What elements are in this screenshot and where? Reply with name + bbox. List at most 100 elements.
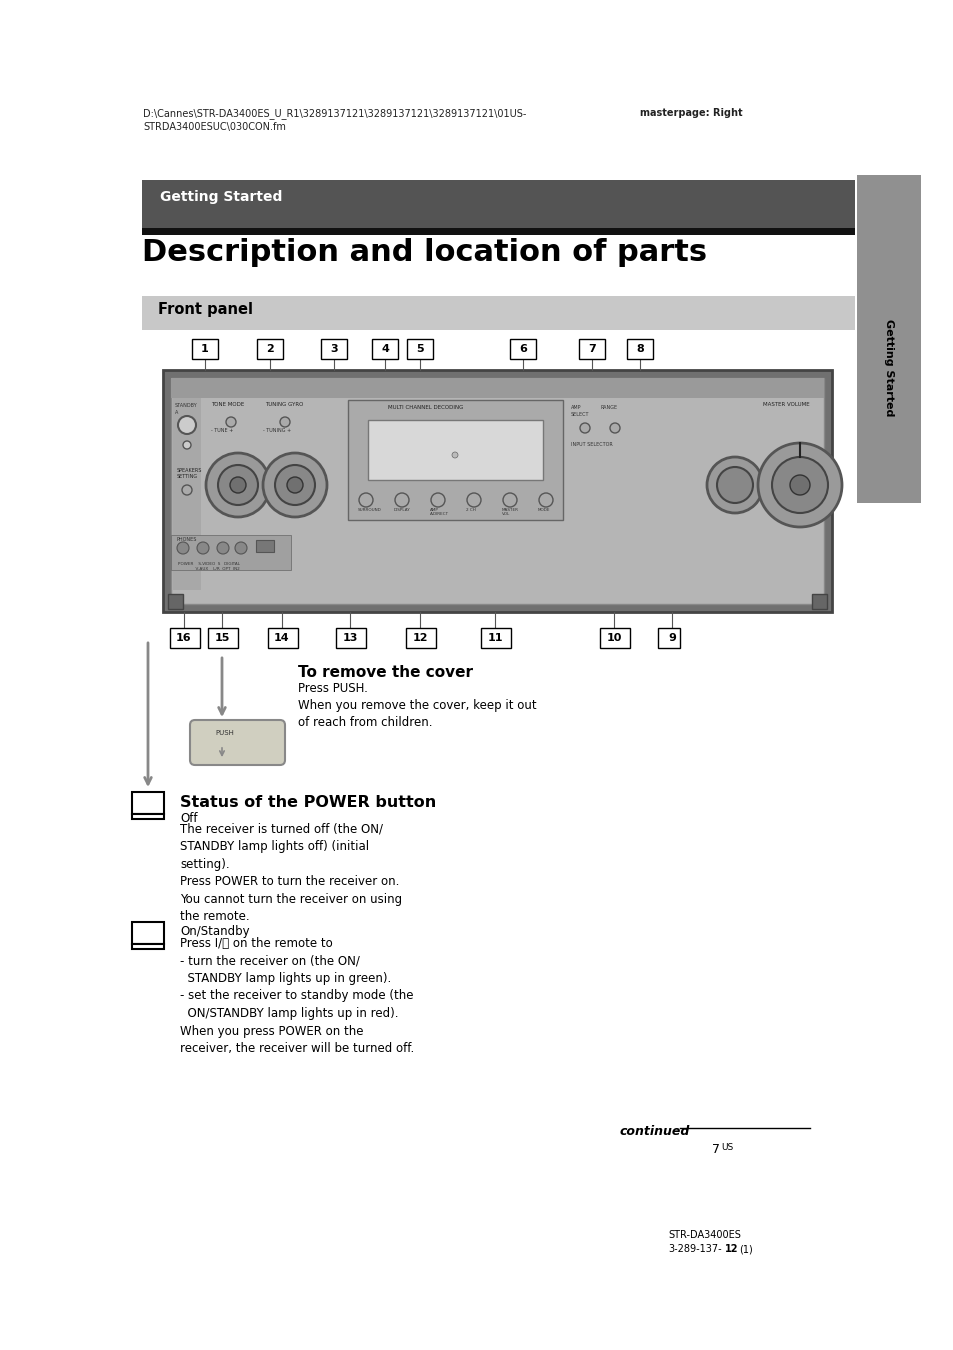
Bar	[811, 594, 826, 609]
Text: Getting Started: Getting Started	[883, 320, 893, 417]
Circle shape	[263, 454, 327, 517]
Text: 12: 12	[724, 1243, 738, 1254]
Bar	[320, 339, 347, 359]
Bar	[268, 628, 297, 648]
Text: 16: 16	[176, 633, 192, 643]
Text: 10: 10	[606, 633, 621, 643]
Circle shape	[230, 477, 246, 493]
Circle shape	[226, 417, 235, 427]
Circle shape	[717, 467, 752, 504]
Circle shape	[771, 458, 827, 513]
Text: Press PUSH.
When you remove the cover, keep it out
of reach from children.: Press PUSH. When you remove the cover, k…	[297, 682, 536, 729]
Text: 7: 7	[711, 1143, 720, 1156]
Text: 6: 6	[518, 344, 526, 354]
Bar	[599, 628, 629, 648]
Text: STANDBY: STANDBY	[174, 404, 197, 408]
Text: MODE: MODE	[537, 508, 550, 512]
Bar	[142, 180, 854, 228]
Bar	[170, 628, 200, 648]
Text: 11: 11	[487, 633, 502, 643]
Text: INPUT SELECTOR: INPUT SELECTOR	[571, 441, 612, 447]
FancyBboxPatch shape	[190, 720, 285, 765]
Bar	[372, 339, 397, 359]
Bar	[856, 234, 920, 504]
Text: RANGE: RANGE	[600, 405, 618, 410]
Bar	[480, 628, 511, 648]
Text: masterpage: Right: masterpage: Right	[639, 108, 741, 117]
Text: TUNING GYRO: TUNING GYRO	[265, 402, 303, 406]
Text: - TUNE +: - TUNE +	[211, 428, 233, 433]
Bar	[856, 176, 920, 235]
Text: 13: 13	[342, 633, 357, 643]
Text: 1: 1	[201, 344, 209, 354]
Circle shape	[706, 458, 762, 513]
Circle shape	[178, 416, 195, 433]
Text: 9: 9	[667, 633, 676, 643]
Text: The receiver is turned off (the ON/
STANDBY lamp lights off) (initial
setting).
: The receiver is turned off (the ON/ STAN…	[180, 824, 402, 923]
Text: 2 CH: 2 CH	[465, 508, 476, 512]
Text: - TUNING +: - TUNING +	[263, 428, 291, 433]
Text: To remove the cover: To remove the cover	[297, 666, 473, 680]
Circle shape	[431, 493, 444, 508]
Text: AMP
A.DIRECT: AMP A.DIRECT	[430, 508, 449, 516]
Bar	[163, 370, 831, 612]
Circle shape	[358, 493, 373, 508]
Text: D:\Cannes\STR-DA3400ES_U_R1\3289137121\3289137121\3289137121\01US-: D:\Cannes\STR-DA3400ES_U_R1\3289137121\3…	[143, 108, 526, 119]
Text: 14: 14	[274, 633, 290, 643]
Circle shape	[395, 493, 409, 508]
Text: US: US	[720, 1143, 733, 1152]
Text: Status of the POWER button: Status of the POWER button	[180, 795, 436, 810]
Circle shape	[502, 493, 517, 508]
Text: Description and location of parts: Description and location of parts	[142, 238, 706, 267]
Circle shape	[196, 541, 209, 554]
Bar	[510, 339, 536, 359]
Text: Getting Started: Getting Started	[160, 190, 282, 204]
Circle shape	[274, 464, 314, 505]
Text: SPEAKERS
SETTING: SPEAKERS SETTING	[177, 468, 202, 479]
Text: A: A	[174, 410, 178, 414]
Text: MULTI CHANNEL DECODING: MULTI CHANNEL DECODING	[388, 405, 463, 410]
Bar	[256, 339, 283, 359]
Circle shape	[287, 477, 303, 493]
Text: 12: 12	[412, 633, 427, 643]
Bar	[171, 535, 291, 570]
Text: DISPLAY: DISPLAY	[394, 508, 411, 512]
Text: SURROUND: SURROUND	[357, 508, 381, 512]
Text: SELECT: SELECT	[571, 412, 589, 417]
Text: Press I/⏻ on the remote to
- turn the receiver on (the ON/
  STANDBY lamp lights: Press I/⏻ on the remote to - turn the re…	[180, 937, 414, 1054]
Circle shape	[579, 423, 589, 433]
Text: POWER    S-VIDEO  S   DIGITAL
              V-AUX    L/R  OPT  IN2: POWER S-VIDEO S DIGITAL V-AUX L/R OPT IN…	[178, 562, 240, 571]
Circle shape	[234, 541, 247, 554]
Text: STR-DA3400ES: STR-DA3400ES	[667, 1230, 740, 1241]
Circle shape	[280, 417, 290, 427]
Circle shape	[609, 423, 619, 433]
Text: PHONES: PHONES	[177, 537, 197, 541]
Text: Off: Off	[180, 811, 197, 825]
Text: 3: 3	[330, 344, 337, 354]
Text: MASTER
VOL: MASTER VOL	[501, 508, 518, 516]
Circle shape	[206, 454, 270, 517]
Bar	[132, 814, 164, 819]
Text: 4: 4	[380, 344, 389, 354]
Bar	[255, 540, 274, 552]
Text: On/Standby: On/Standby	[180, 925, 250, 938]
Bar	[132, 792, 164, 814]
Bar	[132, 944, 164, 949]
Bar	[335, 628, 366, 648]
Bar	[142, 296, 854, 329]
Circle shape	[467, 493, 480, 508]
Bar	[208, 628, 237, 648]
Bar	[348, 400, 562, 520]
Bar	[368, 420, 542, 481]
Circle shape	[177, 541, 189, 554]
Text: 5: 5	[416, 344, 423, 354]
Bar	[192, 339, 218, 359]
Text: AMP: AMP	[571, 405, 581, 410]
Text: PUSH: PUSH	[214, 730, 233, 736]
Text: Front panel: Front panel	[158, 302, 253, 317]
Bar	[172, 398, 201, 590]
Bar	[171, 378, 823, 398]
Text: 3-289-137-: 3-289-137-	[667, 1243, 720, 1254]
Bar	[578, 339, 604, 359]
Text: 15: 15	[214, 633, 230, 643]
